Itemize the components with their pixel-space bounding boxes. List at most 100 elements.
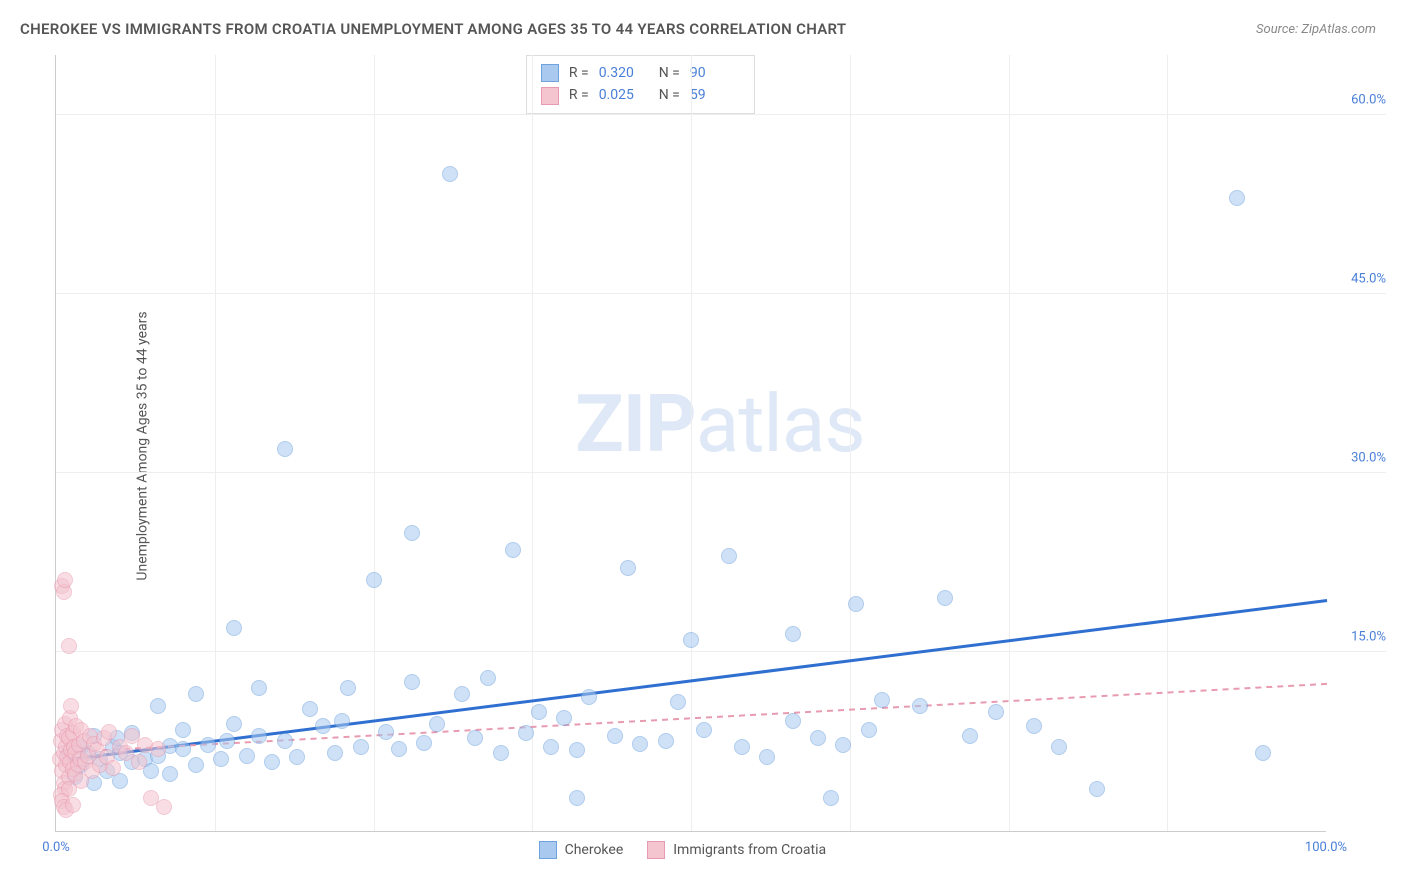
scatter-point <box>454 686 470 702</box>
scatter-point <box>289 749 305 765</box>
scatter-point <box>188 757 204 773</box>
scatter-point <box>61 781 77 797</box>
scatter-point <box>874 692 890 708</box>
scatter-point <box>175 722 191 738</box>
scatter-point <box>848 596 864 612</box>
n-label: N = <box>659 62 680 84</box>
plot-area: ZIPatlas R =0.320N =90R =0.025N =59 Cher… <box>55 55 1326 832</box>
gridline-h <box>56 293 1386 294</box>
legend-swatch <box>541 64 559 82</box>
stats-row: R = 0.025 N = 59 <box>541 84 740 106</box>
scatter-point <box>607 728 623 744</box>
r-value: 0.320 <box>599 62 649 84</box>
scatter-point <box>391 741 407 757</box>
stats-row: R =0.320N =90 <box>541 62 740 84</box>
gridline-v <box>1167 55 1168 831</box>
scatter-point <box>442 166 458 182</box>
scatter-point <box>105 760 121 776</box>
scatter-point <box>251 680 267 696</box>
scatter-point <box>156 799 172 815</box>
scatter-point <box>823 790 839 806</box>
scatter-point <box>632 736 648 752</box>
scatter-point <box>226 620 242 636</box>
gridline-h <box>56 472 1386 473</box>
scatter-point <box>131 754 147 770</box>
scatter-point <box>175 741 191 757</box>
legend-swatch <box>647 841 665 859</box>
scatter-point <box>315 718 331 734</box>
scatter-point <box>143 763 159 779</box>
scatter-point <box>480 670 496 686</box>
scatter-point <box>334 713 350 729</box>
scatter-point <box>150 698 166 714</box>
legend-label: Cherokee <box>565 842 624 858</box>
n-value: 59 <box>690 84 740 106</box>
source-label: Source: ZipAtlas.com <box>1256 22 1376 37</box>
watermark-rest: atlas <box>696 377 865 471</box>
x-tick-label: 100.0% <box>1305 840 1347 855</box>
scatter-point <box>467 730 483 746</box>
r-label: R = <box>569 84 589 106</box>
scatter-point <box>378 724 394 740</box>
scatter-point <box>683 632 699 648</box>
scatter-point <box>251 728 267 744</box>
chart-title: CHEROKEE VS IMMIGRANTS FROM CROATIA UNEM… <box>20 20 846 38</box>
scatter-point <box>620 560 636 576</box>
scatter-point <box>188 686 204 702</box>
scatter-point <box>518 725 534 741</box>
scatter-point <box>264 754 280 770</box>
n-label: N = <box>659 84 680 106</box>
scatter-point <box>150 741 166 757</box>
gridline-v <box>850 55 851 831</box>
scatter-point <box>302 701 318 717</box>
scatter-point <box>63 698 79 714</box>
scatter-point <box>61 638 77 654</box>
scatter-point <box>416 735 432 751</box>
scatter-point <box>505 542 521 558</box>
scatter-point <box>861 722 877 738</box>
scatter-point <box>759 749 775 765</box>
r-value: 0.025 <box>599 84 649 106</box>
scatter-point <box>327 745 343 761</box>
legend-item: Immigrants from Croatia <box>647 841 826 859</box>
watermark-bold: ZIP <box>575 377 696 471</box>
scatter-point <box>569 742 585 758</box>
scatter-point <box>213 751 229 767</box>
scatter-point <box>810 730 826 746</box>
scatter-point <box>556 710 572 726</box>
scatter-point <box>1089 781 1105 797</box>
scatter-point <box>239 748 255 764</box>
scatter-point <box>531 704 547 720</box>
gridline-h <box>56 114 1386 115</box>
scatter-point <box>493 745 509 761</box>
x-tick-label: 0.0% <box>42 840 70 855</box>
gridline-h <box>56 651 1386 652</box>
scatter-point <box>785 713 801 729</box>
bottom-legend: Cherokee Immigrants from Croatia <box>539 841 827 859</box>
watermark: ZIPatlas <box>575 377 864 471</box>
scatter-point <box>65 797 81 813</box>
scatter-point <box>1026 718 1042 734</box>
scatter-point <box>1051 739 1067 755</box>
r-label: R = <box>569 62 589 84</box>
gridline-v <box>1009 55 1010 831</box>
legend-swatch <box>539 841 557 859</box>
scatter-point <box>696 722 712 738</box>
scatter-point <box>226 716 242 732</box>
scatter-point <box>219 733 235 749</box>
scatter-point <box>353 739 369 755</box>
scatter-point <box>1255 745 1271 761</box>
scatter-point <box>937 590 953 606</box>
scatter-point <box>277 733 293 749</box>
scatter-point <box>785 626 801 642</box>
scatter-point <box>101 724 117 740</box>
gridline-v <box>374 55 375 831</box>
scatter-point <box>912 698 928 714</box>
legend-label: Immigrants from Croatia <box>673 842 826 858</box>
scatter-point <box>277 441 293 457</box>
scatter-point <box>340 680 356 696</box>
scatter-point <box>721 548 737 564</box>
scatter-point <box>404 674 420 690</box>
scatter-point <box>162 766 178 782</box>
legend-item: Cherokee <box>539 841 624 859</box>
